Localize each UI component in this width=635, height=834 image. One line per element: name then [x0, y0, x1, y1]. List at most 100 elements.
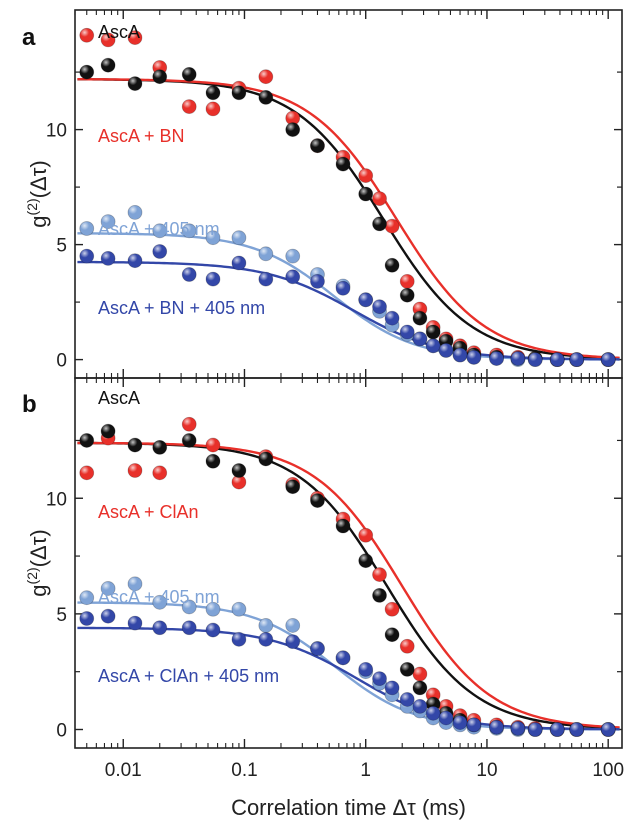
- data-point-highlight: [258, 632, 273, 647]
- data-point-highlight: [453, 715, 468, 730]
- data-point-highlight: [310, 493, 325, 508]
- data-point-highlight: [336, 519, 351, 533]
- data-point-highlight: [310, 274, 325, 289]
- data-point-highlight: [101, 581, 116, 596]
- x-axis-title: Correlation time Δτ (ms): [231, 795, 466, 820]
- data-point-highlight: [400, 288, 415, 303]
- data-point-highlight: [127, 205, 142, 220]
- data-point-highlight: [79, 249, 94, 264]
- series-label: AscA + ClAn + 405 nm: [98, 666, 279, 686]
- y-tick-label: 5: [56, 236, 67, 257]
- data-point-highlight: [79, 221, 94, 236]
- data-point-highlight: [231, 230, 246, 245]
- data-point-highlight: [528, 352, 543, 367]
- data-point-highlight: [489, 720, 504, 735]
- data-point-highlight: [258, 90, 273, 105]
- series-label: AscA: [98, 388, 140, 408]
- data-point-highlight: [101, 58, 116, 73]
- data-point-highlight: [285, 249, 300, 264]
- data-point-highlight: [400, 662, 415, 677]
- data-point-highlight: [385, 602, 400, 617]
- data-point-highlight: [182, 267, 197, 282]
- data-point-highlight: [152, 244, 167, 259]
- data-point-highlight: [127, 616, 142, 631]
- y-tick-label: 10: [46, 489, 67, 510]
- data-point-highlight: [426, 325, 441, 339]
- data-point-highlight: [385, 219, 400, 234]
- data-point-highlight: [285, 122, 300, 137]
- data-point-highlight: [439, 710, 454, 725]
- series-label: AscA + 405 nm: [98, 219, 220, 239]
- data-point-highlight: [400, 692, 415, 707]
- panel-letter: a: [22, 24, 36, 51]
- data-point-highlight: [79, 465, 94, 480]
- data-point-highlight: [426, 706, 441, 721]
- data-point-highlight: [258, 246, 273, 261]
- series-label: AscA + ClAn: [98, 502, 199, 522]
- data-point-highlight: [79, 611, 94, 626]
- data-point-highlight: [79, 433, 94, 448]
- x-tick-label: 0.1: [231, 760, 257, 781]
- data-point-highlight: [385, 311, 400, 326]
- data-point-highlight: [358, 662, 373, 677]
- data-point-highlight: [336, 281, 351, 296]
- data-point-highlight: [127, 253, 142, 268]
- data-point-highlight: [372, 588, 387, 603]
- data-point-highlight: [385, 258, 400, 273]
- data-point-highlight: [426, 338, 441, 353]
- data-point-highlight: [285, 479, 300, 494]
- data-point-highlight: [258, 618, 273, 633]
- data-point-highlight: [412, 699, 427, 714]
- x-tick-label: 100: [592, 760, 624, 781]
- data-point-highlight: [152, 440, 167, 455]
- data-point-highlight: [231, 602, 246, 617]
- data-point-highlight: [285, 111, 300, 126]
- data-point-highlight: [258, 272, 273, 287]
- data-point-highlight: [206, 85, 221, 100]
- data-point-highlight: [206, 438, 221, 453]
- data-point-highlight: [258, 69, 273, 84]
- data-point-highlight: [206, 602, 221, 617]
- data-point-highlight: [412, 331, 427, 346]
- data-point-highlight: [79, 65, 94, 80]
- series-label: AscA: [98, 22, 140, 42]
- series-label: AscA + BN + 405 nm: [98, 298, 265, 318]
- data-point-highlight: [400, 639, 415, 654]
- data-point-highlight: [310, 641, 325, 656]
- data-point-highlight: [127, 576, 142, 591]
- data-point-highlight: [372, 299, 387, 314]
- data-point-highlight: [206, 230, 221, 245]
- data-point-highlight: [152, 595, 167, 610]
- data-point-highlight: [372, 216, 387, 231]
- data-point-highlight: [231, 475, 246, 490]
- data-point-highlight: [182, 620, 197, 635]
- panel-b-frame: [74, 377, 623, 749]
- data-point-highlight: [101, 424, 116, 439]
- data-point-highlight: [336, 157, 351, 172]
- y-axis-title: g(2)(Δτ): [24, 160, 51, 227]
- y-tick-label: 5: [56, 605, 67, 626]
- data-point-highlight: [439, 343, 454, 358]
- data-point-highlight: [182, 223, 197, 238]
- x-tick-label: 0.01: [105, 760, 142, 781]
- data-point-highlight: [182, 433, 197, 448]
- data-point-highlight: [182, 599, 197, 614]
- data-point-highlight: [127, 76, 142, 91]
- data-point-highlight: [310, 138, 325, 153]
- data-point-highlight: [285, 269, 300, 284]
- data-point-highlight: [412, 680, 427, 695]
- data-point-highlight: [182, 99, 197, 114]
- data-point-highlight: [358, 553, 373, 568]
- y-tick-label: 0: [56, 351, 67, 372]
- data-point-highlight: [101, 251, 116, 266]
- x-tick-label: 10: [476, 760, 497, 781]
- data-point-highlight: [601, 352, 616, 367]
- fit-curve: [77, 441, 620, 729]
- data-point-highlight: [400, 274, 415, 289]
- data-point-highlight: [358, 187, 373, 201]
- data-point-highlight: [152, 223, 167, 238]
- data-point-highlight: [510, 721, 525, 736]
- y-axis-title: g(2)(Δτ): [24, 529, 51, 596]
